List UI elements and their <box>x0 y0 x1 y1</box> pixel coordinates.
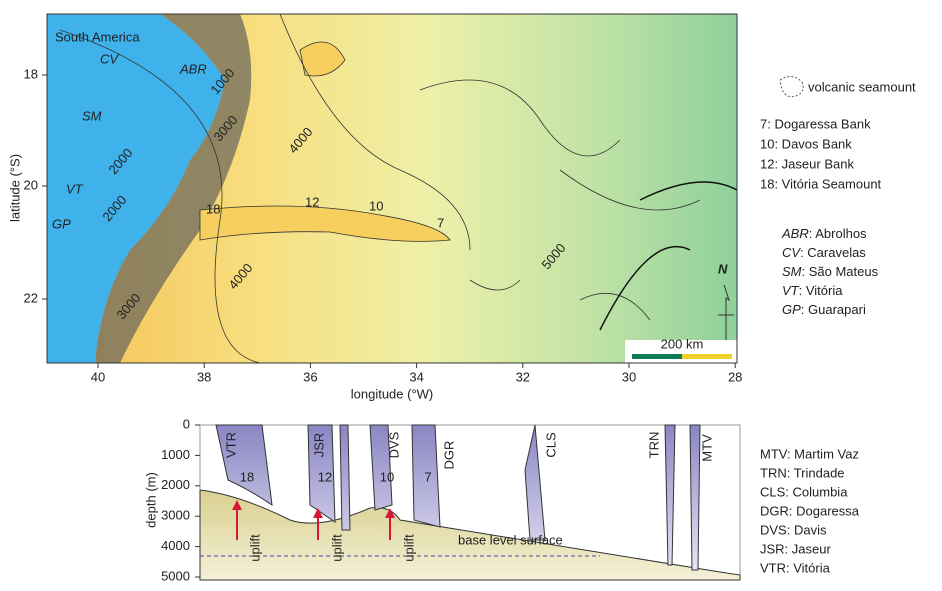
scale: 200 km <box>661 336 704 351</box>
name: : Guarapari <box>801 302 866 317</box>
x-tick-label: 36 <box>303 369 317 384</box>
legend-bank: 12: Jaseur Bank <box>760 156 854 171</box>
figure: 40 38 36 34 32 30 28 18 20 22 longitude (°W) latitu… <box>0 0 942 586</box>
feature-label: TRN <box>646 432 661 459</box>
seamount-label: 18 <box>206 201 220 216</box>
seamount-label: 12 <box>305 194 319 209</box>
place-label: ABR <box>179 61 207 76</box>
legend-place: SM: São Mateus <box>782 264 879 279</box>
x-axis-label: longitude (°W) <box>351 386 434 401</box>
place-label: VT <box>66 181 84 196</box>
legend-bank: 18: Vitória Seamount <box>760 176 882 191</box>
x-tick-label: 32 <box>516 369 530 384</box>
profile-legend: DVS: Davis <box>760 522 827 537</box>
north: N <box>718 261 728 276</box>
uplift-label: uplift <box>329 534 344 562</box>
feature-label: DVS <box>386 431 401 458</box>
seamount-label: 10 <box>369 198 383 213</box>
name: : Vitória <box>799 283 844 298</box>
y-tick-label: 2000 <box>161 477 190 492</box>
profile-legend: MTV: Martim Vaz <box>760 446 859 461</box>
place-label: SM <box>82 108 102 123</box>
name: : Caravelas <box>800 245 866 260</box>
uplift-label: uplift <box>247 534 262 562</box>
x-tick-label: 40 <box>91 369 105 384</box>
place-label: GP <box>52 216 71 231</box>
place-label: South America <box>55 29 140 44</box>
x-tick-label: 34 <box>409 369 423 384</box>
profile-legend: TRN: Trindade <box>760 465 845 480</box>
legend-bank: 10: Davos Bank <box>760 136 852 151</box>
feature-label: MTV <box>699 434 714 462</box>
abbr: CV <box>782 245 801 260</box>
abbr: VT <box>782 283 800 298</box>
profile-number: 10 <box>380 469 394 484</box>
x-tick-label: 30 <box>622 369 636 384</box>
profile-legend: DGR: Dogaressa <box>760 503 860 518</box>
y-tick-label: 20 <box>24 177 38 192</box>
y-axis-label: latitude (°S) <box>7 154 22 222</box>
name: : São Mateus <box>802 264 879 279</box>
x-tick-label: 38 <box>197 369 211 384</box>
legend-place: VT: Vitória <box>782 283 843 298</box>
legend-place: CV: Caravelas <box>782 245 866 260</box>
legend-bank: 7: Dogaressa Bank <box>760 116 871 131</box>
y-tick-label: 18 <box>24 66 38 81</box>
profile-legend: VTR: Vitória <box>760 560 831 575</box>
abbr: SM <box>782 264 802 279</box>
profile-legend: CLS: Columbia <box>760 484 848 499</box>
place-label: CV <box>100 51 119 66</box>
x-tick-label: 28 <box>728 369 742 384</box>
map <box>47 14 737 363</box>
y-tick-label: 0 <box>183 416 190 431</box>
profile-legend: JSR: Jaseur <box>760 541 831 556</box>
feature-label: DGR <box>441 441 456 470</box>
feature-label: VTR <box>223 432 238 458</box>
legend-place: ABR: Abrolhos <box>781 226 867 241</box>
seamount-label: 7 <box>437 215 444 230</box>
feature-label: CLS <box>543 432 558 458</box>
name: : Abrolhos <box>809 226 867 241</box>
uplift-label: uplift <box>401 534 416 562</box>
profile-number: 12 <box>318 469 332 484</box>
profile-number: 18 <box>240 469 254 484</box>
y-tick-label: 3000 <box>161 508 190 523</box>
legend-place: GP: Guarapari <box>782 302 866 317</box>
y-tick-label: 1000 <box>161 447 190 462</box>
profile-number: 7 <box>424 469 431 484</box>
y-tick-label: 22 <box>24 290 38 305</box>
abbr: ABR <box>781 226 809 241</box>
abbr: GP <box>782 302 801 317</box>
y-axis-label: depth (m) <box>143 472 158 528</box>
feature-label: JSR <box>311 433 326 458</box>
legend-seamount: volcanic seamount <box>808 79 916 94</box>
surface-label: base level surface <box>458 532 563 547</box>
y-tick-label: 5000 <box>161 568 190 583</box>
y-tick-label: 4000 <box>161 538 190 553</box>
